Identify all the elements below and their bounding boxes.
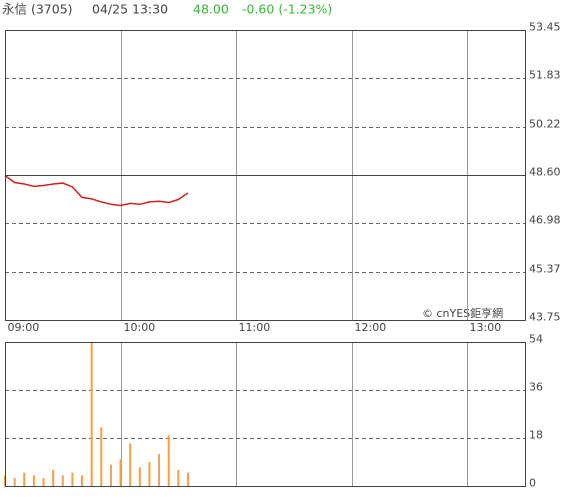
x-tick-label: 12:00 (355, 321, 387, 334)
volume-bar (138, 467, 141, 486)
volume-bar (52, 470, 55, 486)
datetime: 04/25 13:30 (92, 2, 168, 17)
change: -0.60 (-1.23%) (242, 2, 332, 17)
volume-bar (129, 443, 132, 486)
volume-bar (109, 464, 112, 486)
volume-bar (119, 459, 122, 486)
volume-bar (100, 427, 103, 486)
y-tick-label: 45.37 (529, 263, 561, 276)
y-tick-label: 50.22 (529, 118, 561, 131)
price-line (4, 174, 189, 207)
volume-bar (23, 472, 26, 486)
y-tick-label: 18 (529, 429, 543, 442)
y-tick-label: 54 (529, 333, 543, 346)
volume-bar (148, 462, 151, 486)
price: 48.00 (193, 2, 229, 17)
y-tick-label: 43.75 (529, 311, 561, 324)
volume-bar (71, 472, 74, 486)
x-tick-label: 11:00 (239, 321, 271, 334)
volume-bar (61, 475, 64, 486)
y-tick-label: 53.45 (529, 21, 561, 34)
volume-frame (5, 342, 526, 487)
volume-bar (177, 470, 180, 486)
volume-bar (32, 475, 35, 486)
price-frame (5, 30, 526, 321)
stock-name: 永信 (3705) (2, 2, 73, 17)
y-tick-label: 36 (529, 381, 543, 394)
volume-bar (167, 435, 170, 486)
volume-bar (13, 478, 16, 486)
watermark: © cnYES鉅亨網 (422, 306, 503, 320)
y-tick-label: 48.60 (529, 166, 561, 179)
x-tick-label: 13:00 (470, 321, 502, 334)
volume-bar (158, 454, 161, 486)
y-tick-label: 46.98 (529, 214, 561, 227)
x-tick-label: 09:00 (8, 321, 40, 334)
volume-bar (186, 472, 189, 486)
y-tick-label: 51.83 (529, 69, 561, 82)
volume-bar (81, 475, 84, 486)
volume-bar (42, 478, 45, 486)
y-tick-label: 0 (529, 477, 536, 490)
x-tick-label: 10:00 (124, 321, 156, 334)
volume-bar (90, 342, 93, 486)
